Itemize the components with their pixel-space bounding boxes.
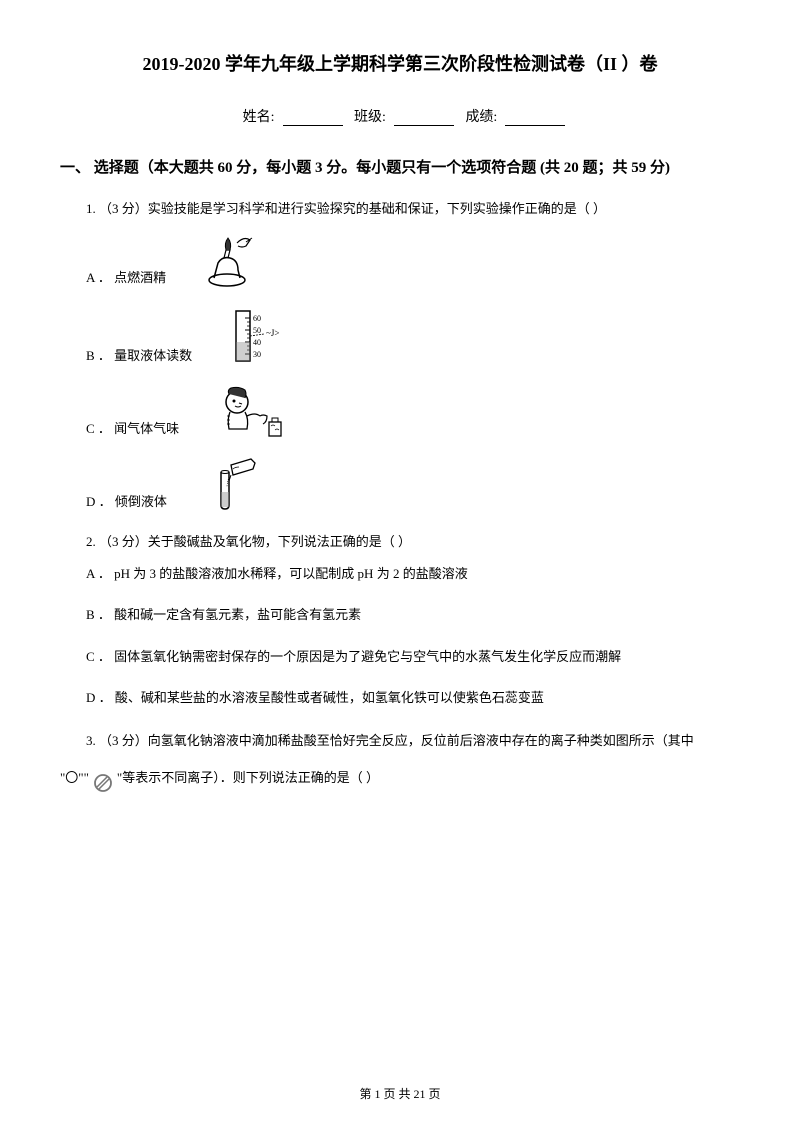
q1-stem: 1. （3 分）实验技能是学习科学和进行实验探究的基础和保证，下列实验操作正确的… bbox=[60, 197, 740, 220]
q2-option-c: C ． 固体氢氧化钠需密封保存的一个原因是为了避免它与空气中的水蒸气发生化学反应… bbox=[60, 645, 740, 668]
score-blank bbox=[505, 110, 565, 126]
name-label: 姓名: bbox=[243, 110, 275, 125]
q1-option-a: A ． 点燃酒精 bbox=[60, 228, 740, 288]
score-label: 成绩: bbox=[465, 110, 497, 125]
class-blank bbox=[394, 110, 454, 126]
hatched-circle-icon bbox=[93, 764, 113, 793]
q1-option-a-text: A ． 点燃酒精 bbox=[60, 268, 166, 289]
q3-line1: 3. （3 分）向氢氧化钠溶液中滴加稀盐酸至恰好完全反应，反位前后溶液中存在的离… bbox=[60, 727, 740, 756]
q2-stem: 2. （3 分）关于酸碱盐及氧化物，下列说法正确的是（ ） bbox=[60, 530, 740, 553]
q1-option-d-image bbox=[177, 457, 263, 512]
svg-text:~J>: ~J> bbox=[266, 328, 279, 338]
q3-line2: "〇"" "等表示不同离子）．则下列说法正确的是（ ） bbox=[60, 764, 740, 793]
q1-option-a-image bbox=[176, 228, 257, 288]
class-label: 班级: bbox=[354, 110, 386, 125]
exam-title: 2019-2020 学年九年级上学期科学第三次阶段性检测试卷（II ）卷 bbox=[60, 50, 740, 76]
q1-option-c: C ． 闻气体气味 bbox=[60, 384, 740, 439]
svg-text:50: 50 bbox=[253, 326, 261, 335]
page-footer: 第 1 页 共 21 页 bbox=[0, 1085, 800, 1102]
q2-option-d: D ． 酸、碱和某些盐的水溶液呈酸性或者碱性，如氢氧化铁可以使紫色石蕊变蓝 bbox=[60, 686, 740, 709]
q1-option-b: B ． 量取液体读数 60 50 40 30 ~J> bbox=[60, 306, 740, 366]
q1-option-c-text: C ． 闻气体气味 bbox=[60, 419, 179, 440]
q1-option-c-image bbox=[189, 384, 290, 439]
svg-text:40: 40 bbox=[253, 338, 261, 347]
name-blank bbox=[283, 110, 343, 126]
q1-option-b-text: B ． 量取液体读数 bbox=[60, 346, 192, 367]
q1-option-d-text: D ． 倾倒液体 bbox=[60, 492, 167, 513]
q3-line2-suffix: "等表示不同离子）．则下列说法正确的是（ ） bbox=[117, 764, 379, 793]
student-info-row: 姓名: 班级: 成绩: bbox=[60, 106, 740, 126]
q2-option-a: A ． pH 为 3 的盐酸溶液加水稀释，可以配制成 pH 为 2 的盐酸溶液 bbox=[60, 562, 740, 585]
q3-line2-prefix: "〇"" bbox=[60, 764, 89, 793]
q1-option-b-image: 60 50 40 30 ~J> bbox=[202, 306, 293, 366]
q2-option-b: B ． 酸和碱一定含有氢元素，盐可能含有氢元素 bbox=[60, 603, 740, 626]
svg-text:60: 60 bbox=[253, 314, 261, 323]
section-header: 一、 选择题（本大题共 60 分，每小题 3 分。每小题只有一个选项符合题 (共… bbox=[60, 156, 740, 177]
svg-text:30: 30 bbox=[253, 350, 261, 359]
q1-option-d: D ． 倾倒液体 bbox=[60, 457, 740, 512]
